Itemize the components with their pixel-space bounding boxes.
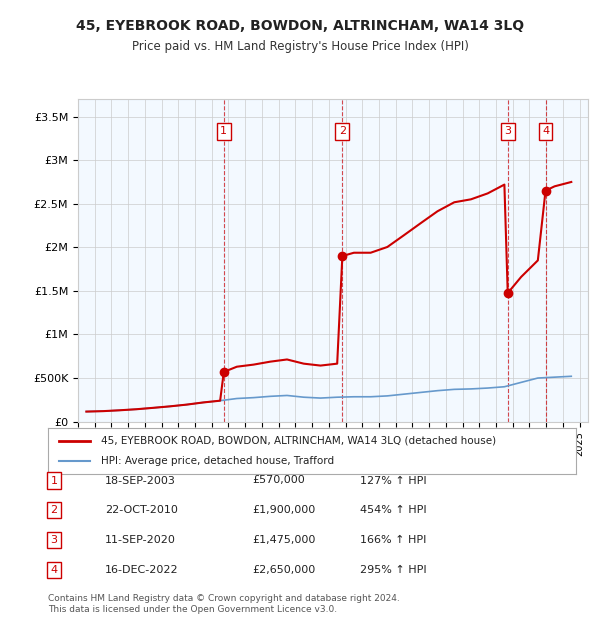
Text: 11-SEP-2020: 11-SEP-2020 <box>105 535 176 545</box>
Bar <box>78 99 224 422</box>
Text: £570,000: £570,000 <box>252 476 305 485</box>
Text: 18-SEP-2003: 18-SEP-2003 <box>105 476 176 485</box>
Text: HPI: Average price, detached house, Trafford: HPI: Average price, detached house, Traf… <box>101 456 334 466</box>
Text: 3: 3 <box>504 126 511 136</box>
Text: Contains HM Land Registry data © Crown copyright and database right 2024.
This d: Contains HM Land Registry data © Crown c… <box>48 595 400 614</box>
Bar <box>343 99 508 422</box>
Bar <box>545 99 588 422</box>
Text: 4: 4 <box>50 565 58 575</box>
Text: 22-OCT-2010: 22-OCT-2010 <box>105 505 178 515</box>
Text: 454% ↑ HPI: 454% ↑ HPI <box>360 505 427 515</box>
Text: 1: 1 <box>50 476 58 485</box>
Text: £1,475,000: £1,475,000 <box>252 535 316 545</box>
Text: £1,900,000: £1,900,000 <box>252 505 315 515</box>
Text: 1: 1 <box>220 126 227 136</box>
Text: 295% ↑ HPI: 295% ↑ HPI <box>360 565 427 575</box>
Text: 16-DEC-2022: 16-DEC-2022 <box>105 565 179 575</box>
Text: Price paid vs. HM Land Registry's House Price Index (HPI): Price paid vs. HM Land Registry's House … <box>131 40 469 53</box>
Text: 127% ↑ HPI: 127% ↑ HPI <box>360 476 427 485</box>
Text: 2: 2 <box>50 505 58 515</box>
Text: 2: 2 <box>339 126 346 136</box>
Bar <box>224 99 343 422</box>
Text: 45, EYEBROOK ROAD, BOWDON, ALTRINCHAM, WA14 3LQ (detached house): 45, EYEBROOK ROAD, BOWDON, ALTRINCHAM, W… <box>101 436 496 446</box>
Text: 45, EYEBROOK ROAD, BOWDON, ALTRINCHAM, WA14 3LQ: 45, EYEBROOK ROAD, BOWDON, ALTRINCHAM, W… <box>76 19 524 33</box>
Text: 166% ↑ HPI: 166% ↑ HPI <box>360 535 427 545</box>
Text: £2,650,000: £2,650,000 <box>252 565 315 575</box>
Text: 4: 4 <box>542 126 549 136</box>
Text: 3: 3 <box>50 535 58 545</box>
Bar <box>508 99 545 422</box>
